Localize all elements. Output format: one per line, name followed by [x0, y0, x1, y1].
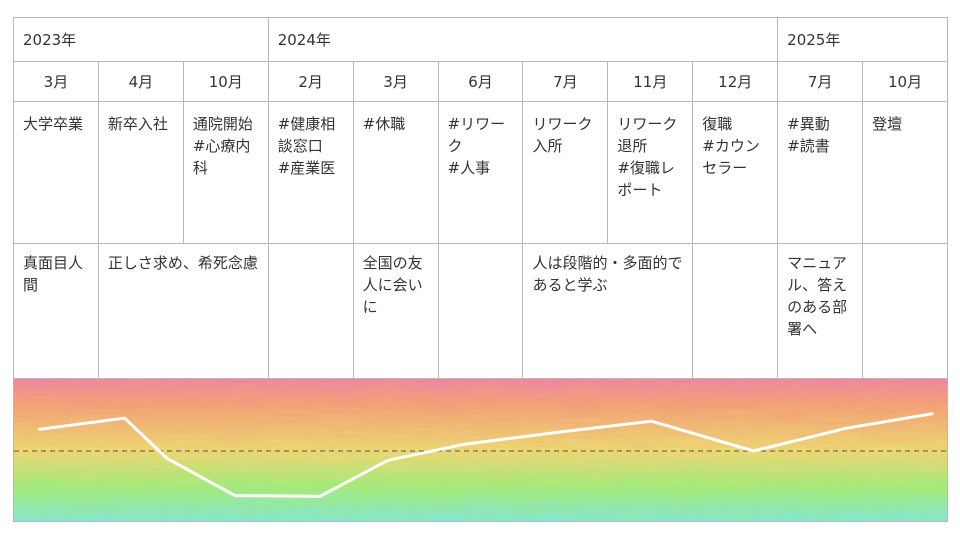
- month-cell: 6月: [437, 61, 524, 102]
- event-cell: 復職 #カウンセラー: [692, 101, 779, 244]
- feeling-text: 正しさ求め、希死念慮: [107, 254, 258, 272]
- event-text: #休職: [362, 115, 406, 133]
- mood-chart: [13, 378, 948, 522]
- event-text: #健康相談窓口 #産業医: [277, 115, 336, 177]
- event-cell: 新卒入社: [97, 101, 184, 244]
- event-row: 大学卒業 新卒入社 通院開始 #心療内科 #健康相談窓口 #産業医 #休職 #リワー…: [13, 101, 948, 244]
- feeling-cell: [267, 243, 354, 395]
- feeling-cell: 全国の友人に会いに: [352, 243, 439, 395]
- month-cell: 12月: [692, 61, 779, 102]
- feeling-cell: [862, 243, 948, 395]
- feeling-text: 真面目人間: [23, 254, 84, 294]
- event-cell: 登壇: [862, 101, 948, 244]
- month-cell: 7月: [522, 61, 609, 102]
- month-cell: 7月: [777, 61, 864, 102]
- event-cell: #リワーク #人事: [437, 101, 524, 244]
- event-text: 大学卒業: [23, 115, 84, 133]
- mood-chart-svg: [14, 379, 947, 521]
- event-cell: #異動 #読書: [777, 101, 864, 244]
- event-cell: 大学卒業: [13, 101, 99, 244]
- mood-gradient-background: [14, 379, 947, 521]
- month-cell: 3月: [352, 61, 439, 102]
- month-cell: 4月: [97, 61, 184, 102]
- feeling-text: 全国の友人に会いに: [362, 254, 423, 316]
- event-text: リワーク退所 #復職レポート: [617, 115, 678, 199]
- event-text: リワーク入所: [532, 115, 593, 155]
- feeling-row: 真面目人間 正しさ求め、希死念慮 全国の友人に会いに 人は段階的・多面的であると…: [13, 243, 948, 395]
- event-cell: #健康相談窓口 #産業医: [267, 101, 354, 244]
- feeling-cell: 人は段階的・多面的であると学ぶ: [522, 243, 694, 395]
- month-cell: 10月: [182, 61, 269, 102]
- feeling-cell: 正しさ求め、希死念慮: [97, 243, 269, 395]
- feeling-cell: 真面目人間: [13, 243, 99, 395]
- month-row: 3月 4月 10月 2月 3月 6月 7月 11月 12月 7月 10月: [13, 61, 948, 102]
- feeling-text: 人は段階的・多面的であると学ぶ: [532, 254, 683, 294]
- event-text: 通院開始 #心療内科: [192, 115, 253, 177]
- event-text: 登壇: [872, 115, 903, 133]
- feeling-cell: [437, 243, 524, 395]
- event-cell: リワーク退所 #復職レポート: [607, 101, 694, 244]
- feeling-text: マニュアル、答えのある部署へ: [787, 254, 848, 338]
- year-cell: 2023年: [13, 17, 269, 62]
- year-cell: 2025年: [777, 17, 948, 62]
- timeline-table: 2023年 2024年 2025年 3月 4月 10月 2月 3月 6月 7月 …: [13, 17, 948, 395]
- event-cell: リワーク入所: [522, 101, 609, 244]
- feeling-cell: マニュアル、答えのある部署へ: [777, 243, 864, 395]
- year-row: 2023年 2024年 2025年: [13, 17, 948, 62]
- month-cell: 10月: [862, 61, 948, 102]
- feeling-cell: [692, 243, 779, 395]
- event-text: #異動 #読書: [787, 115, 830, 155]
- year-cell: 2024年: [267, 17, 779, 62]
- event-text: 復職 #カウンセラー: [702, 115, 760, 177]
- event-cell: 通院開始 #心療内科: [182, 101, 269, 244]
- event-text: 新卒入社: [107, 115, 168, 133]
- event-text: #リワーク #人事: [447, 115, 506, 177]
- mood-line-series: [38, 412, 934, 498]
- month-cell: 2月: [267, 61, 354, 102]
- event-cell: #休職: [352, 101, 439, 244]
- month-cell: 11月: [607, 61, 694, 102]
- month-cell: 3月: [13, 61, 99, 102]
